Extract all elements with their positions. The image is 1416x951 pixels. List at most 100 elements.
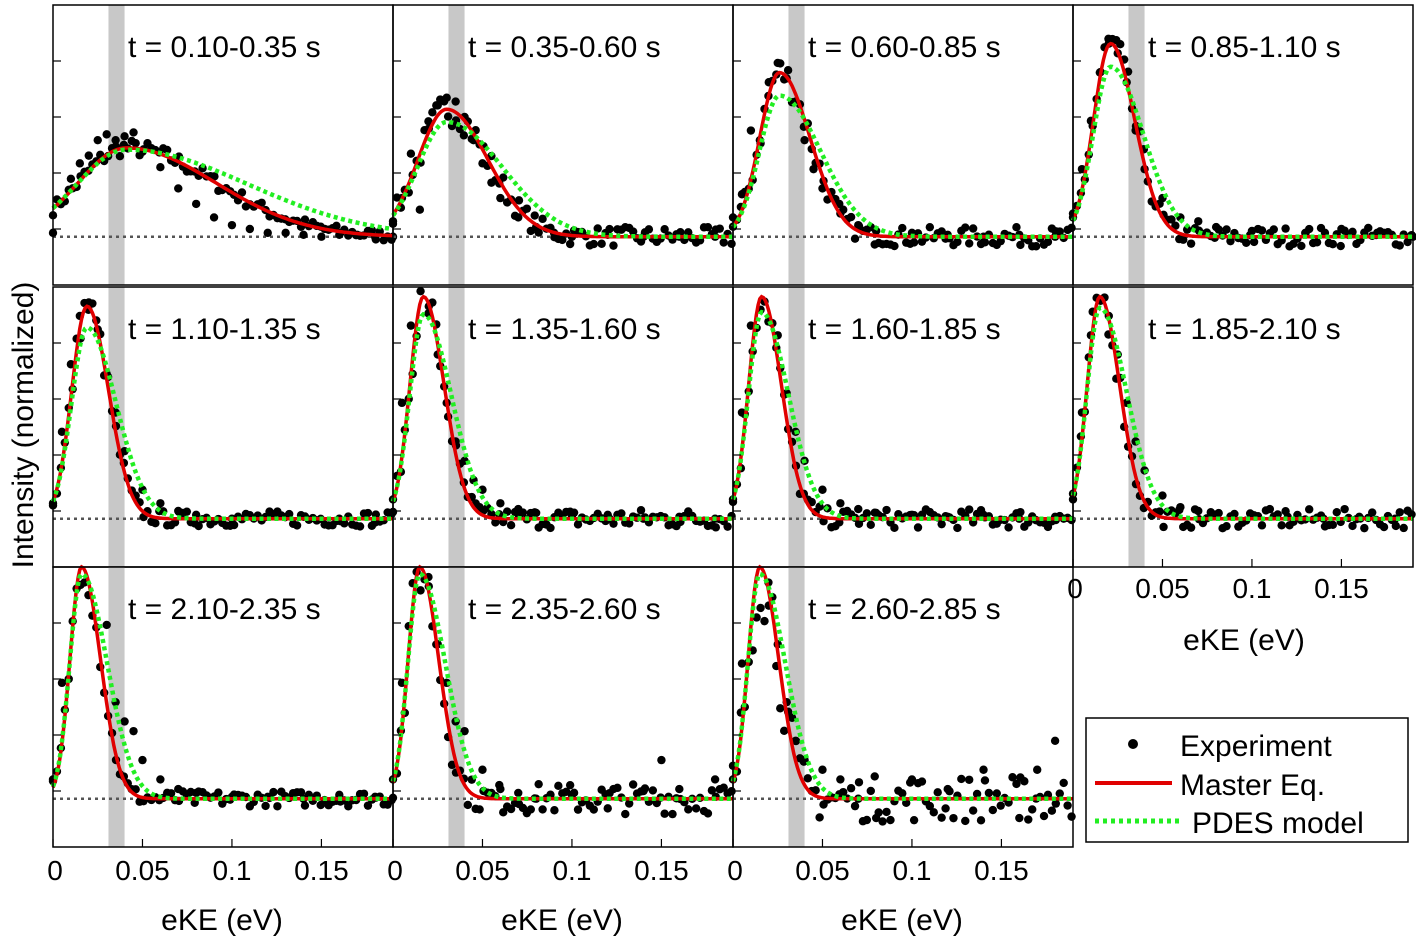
- experiment-point: [1249, 237, 1259, 247]
- experiment-point: [455, 124, 465, 134]
- experiment-point: [1222, 521, 1231, 531]
- legend-pdes-label: PDES model: [1192, 807, 1364, 840]
- x-axis-label-col1: eKE (eV): [161, 904, 283, 937]
- experiment-point: [129, 128, 138, 137]
- experiment-point: [1067, 223, 1076, 232]
- experiment-point: [787, 713, 797, 722]
- experiment-point: [491, 518, 500, 527]
- x-tick-label: 0.15: [974, 855, 1029, 886]
- x-tick-label: 0.15: [1314, 573, 1369, 604]
- experiment-point: [526, 226, 535, 236]
- experiment-point: [870, 772, 879, 781]
- experiment-point: [657, 755, 666, 765]
- experiment-point: [846, 212, 856, 222]
- experiment-point: [660, 809, 669, 818]
- panel-11-frame: [732, 566, 1074, 848]
- experiment-point: [392, 193, 402, 202]
- experiment-point: [1257, 521, 1267, 530]
- experiment-point: [933, 788, 942, 797]
- experiment-point: [102, 620, 111, 630]
- experiment-point: [866, 786, 875, 796]
- panel-9-title: t = 2.10-2.35 s: [128, 593, 321, 626]
- experiment-point: [1395, 241, 1404, 250]
- experiment-point: [1328, 239, 1338, 249]
- x-tick-label: 0: [47, 855, 63, 886]
- experiment-point: [882, 807, 891, 817]
- experiment-point: [186, 787, 195, 797]
- experiment-point: [1116, 39, 1125, 49]
- experiment-point: [443, 112, 453, 121]
- experiment-point: [862, 815, 872, 825]
- experiment-point: [1016, 240, 1025, 250]
- experiment-point: [850, 801, 860, 811]
- experiment-point: [1265, 504, 1275, 514]
- experiment-point: [1043, 237, 1053, 247]
- experiment-point: [976, 506, 986, 515]
- experiment-point: [1269, 225, 1278, 234]
- experiment-point: [84, 151, 93, 160]
- experiment-point: [1360, 523, 1369, 533]
- experiment-point: [1063, 801, 1072, 810]
- experiment-point: [518, 508, 528, 517]
- experiment-point: [102, 130, 111, 139]
- experiment-point: [707, 786, 717, 795]
- experiment-point: [478, 765, 487, 774]
- experiment-point: [803, 774, 812, 783]
- experiment-point: [420, 126, 429, 135]
- experiment-point: [406, 149, 416, 158]
- experiment-point: [660, 225, 669, 234]
- panel-11-pdes-curve: [730, 571, 1073, 801]
- panel-1: t = 0.10-0.35 s: [48, 4, 398, 286]
- experiment-point: [1016, 507, 1025, 517]
- experiment-point: [229, 520, 239, 530]
- experiment-point: [836, 499, 845, 508]
- experiment-point: [1012, 779, 1021, 789]
- experiment-point: [1305, 224, 1314, 234]
- experiment-point: [317, 232, 326, 241]
- experiment-point: [138, 755, 147, 765]
- experiment-point: [909, 815, 919, 825]
- panel-7: t = 1.60-1.85 s: [728, 286, 1076, 568]
- panel-10-shaded-band: [448, 567, 465, 847]
- experiment-point: [609, 519, 618, 528]
- experiment-point: [340, 519, 349, 528]
- panel-5-pdes-curve: [50, 325, 393, 521]
- experiment-point: [628, 780, 638, 789]
- experiment-point: [406, 321, 416, 330]
- experiment-point: [131, 138, 140, 148]
- x-tick-label: 0.15: [294, 855, 349, 886]
- experiment-point: [261, 801, 270, 811]
- experiment-point: [980, 776, 990, 785]
- experiment-point: [1004, 523, 1013, 532]
- experiment-point: [156, 163, 165, 172]
- x-tick-label: 0.05: [115, 855, 170, 886]
- experiment-point: [917, 777, 927, 786]
- experiment-point: [174, 184, 183, 193]
- experiment-point: [1214, 225, 1223, 234]
- experiment-point: [1395, 508, 1404, 517]
- x-axis-labels: eKE (eV) eKE (eV) eKE (eV) eKE (eV): [161, 624, 1305, 937]
- experiment-point: [617, 509, 626, 518]
- x-axis-label-col2: eKE (eV): [501, 904, 623, 937]
- experiment-point: [976, 816, 986, 825]
- experiment-point: [1039, 811, 1049, 821]
- experiment-point: [1055, 789, 1064, 798]
- experiment-point: [1257, 226, 1267, 235]
- experiment-point: [439, 97, 449, 106]
- experiment-point: [499, 173, 508, 182]
- experiment-point: [257, 198, 266, 207]
- experiment-point: [715, 224, 724, 233]
- experiment-point: [589, 239, 598, 249]
- experiment-point: [1348, 227, 1357, 237]
- panel-8-master-eq-curve: [1071, 294, 1413, 521]
- x-tick-label: 0.1: [892, 855, 931, 886]
- experiment-point: [415, 205, 425, 214]
- experiment-point: [156, 775, 165, 784]
- experiment-point: [191, 199, 201, 209]
- experiment-point: [292, 521, 302, 530]
- experiment-point: [1033, 765, 1042, 774]
- experiment-point: [510, 211, 520, 221]
- experiment-point: [979, 765, 988, 774]
- panel-4: t = 0.85-1.10 s: [1068, 4, 1416, 286]
- experiment-point: [135, 151, 144, 160]
